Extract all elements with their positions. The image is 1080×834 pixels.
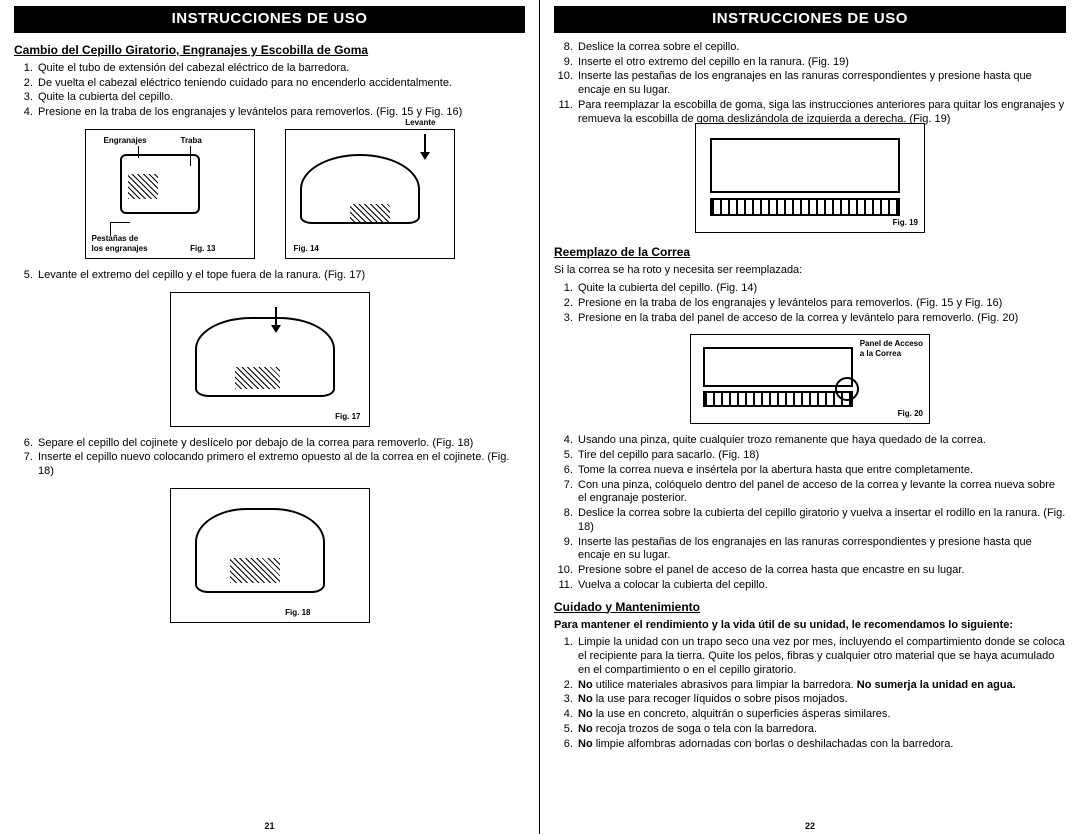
fig-20: Panel de Acceso a la Correa Fig. 20 — [690, 334, 930, 424]
care-intro: Para mantener el rendimiento y la vida ú… — [554, 619, 1066, 633]
fig-19: Fig. 19 — [695, 123, 925, 233]
fig-20-diagram — [695, 339, 925, 419]
header-bar-right: INSTRUCCIONES DE USO — [554, 6, 1066, 33]
fig-17-row: Fig. 17 — [14, 292, 525, 427]
belt-step-11: Vuelva a colocar la cubierta del cepillo… — [576, 579, 1066, 593]
step-9: Inserte el otro extremo del cepillo en l… — [576, 56, 1066, 70]
step-3: Quite la cubierta del cepillo. — [36, 91, 525, 105]
care-1: Limpie la unidad con un trapo seco una v… — [576, 636, 1066, 677]
belt-step-4: Usando una pinza, quite cualquier trozo … — [576, 434, 1066, 448]
section-title-belt: Reemplazo de la Correa — [554, 245, 1066, 260]
care-steps: Limpie la unidad con un trapo seco una v… — [554, 636, 1066, 752]
page-number-21: 21 — [14, 817, 525, 832]
belt-step-2: Presione en la traba de los engranajes y… — [576, 297, 1066, 311]
fig-13-diagram — [90, 134, 250, 254]
belt-step-9: Inserte las pestañas de los engranajes e… — [576, 536, 1066, 564]
care-3: No la use para recoger líquidos o sobre … — [576, 693, 1066, 707]
care-6: No limpie alfombras adornadas con borlas… — [576, 738, 1066, 752]
steps-8-11: Deslice la correa sobre el cepillo. Inse… — [554, 41, 1066, 128]
figs-13-14: Engranajes Traba Pestañas de los engrana… — [14, 129, 525, 259]
header-bar: INSTRUCCIONES DE USO — [14, 6, 525, 33]
label-levante: Levante — [405, 118, 435, 128]
belt-step-10: Presione sobre el panel de acceso de la … — [576, 564, 1066, 578]
page-number-22: 22 — [554, 817, 1066, 832]
belt-step-8: Deslice la correa sobre la cubierta del … — [576, 507, 1066, 535]
fig-17: Fig. 17 — [170, 292, 370, 427]
fig-18-diagram — [175, 493, 365, 618]
step-1: Quite el tubo de extensión del cabezal e… — [36, 62, 525, 76]
steps-6-7: Separe el cepillo del cojinete y deslíce… — [14, 437, 525, 480]
step-10: Inserte las pestañas de los engranajes e… — [576, 70, 1066, 98]
step-11: Para reemplazar la escobilla de goma, si… — [576, 99, 1066, 127]
belt-steps-1-3: Quite la cubierta del cepillo. (Fig. 14)… — [554, 282, 1066, 326]
fig-19-diagram — [700, 128, 920, 228]
step-5-list: Levante el extremo del cepillo y el tope… — [14, 269, 525, 284]
section-title-brush-change: Cambio del Cepillo Giratorio, Engranajes… — [14, 43, 525, 58]
step-2: De vuelta el cabezal eléctrico teniendo … — [36, 77, 525, 91]
fig-20-row: Panel de Acceso a la Correa Fig. 20 — [554, 334, 1066, 424]
belt-step-1: Quite la cubierta del cepillo. (Fig. 14) — [576, 282, 1066, 296]
fig-13: Engranajes Traba Pestañas de los engrana… — [85, 129, 255, 259]
steps-1-4: Quite el tubo de extensión del cabezal e… — [14, 62, 525, 121]
fig-17-diagram — [175, 297, 365, 422]
fig-18-row: Fig. 18 — [14, 488, 525, 623]
step-5: Levante el extremo del cepillo y el tope… — [36, 269, 525, 283]
fig-14: Levante Fig. 14 — [285, 129, 455, 259]
care-4: No la use en concreto, alquitrán o super… — [576, 708, 1066, 722]
belt-step-3: Presione en la traba del panel de acceso… — [576, 312, 1066, 326]
belt-step-7: Con una pinza, colóquelo dentro del pane… — [576, 479, 1066, 507]
belt-steps-4-11: Usando una pinza, quite cualquier trozo … — [554, 434, 1066, 593]
step-8: Deslice la correa sobre el cepillo. — [576, 41, 1066, 55]
step-7: Inserte el cepillo nuevo colocando prime… — [36, 451, 525, 479]
page-22: INSTRUCCIONES DE USO Deslice la correa s… — [540, 0, 1080, 834]
step-4: Presione en la traba de los engranajes y… — [36, 106, 525, 120]
belt-intro: Si la correa se ha roto y necesita ser r… — [554, 264, 1066, 278]
belt-step-6: Tome la correa nueva e insértela por la … — [576, 464, 1066, 478]
fig-14-diagram — [290, 134, 450, 254]
care-2: No utilice materiales abrasivos para lim… — [576, 679, 1066, 693]
care-5: No recoja trozos de soga o tela con la b… — [576, 723, 1066, 737]
page-21: INSTRUCCIONES DE USO Cambio del Cepillo … — [0, 0, 540, 834]
section-title-care: Cuidado y Mantenimiento — [554, 600, 1066, 615]
step-6: Separe el cepillo del cojinete y deslíce… — [36, 437, 525, 451]
belt-step-5: Tire del cepillo para sacarlo. (Fig. 18) — [576, 449, 1066, 463]
fig-18: Fig. 18 — [170, 488, 370, 623]
fig-19-row: Fig. 19 — [554, 123, 1066, 233]
